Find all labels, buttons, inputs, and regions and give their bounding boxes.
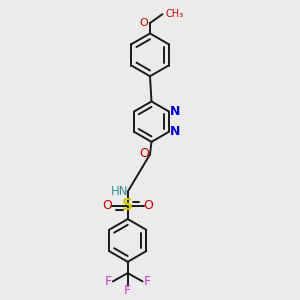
Text: CH₃: CH₃ [166, 9, 184, 19]
Text: O: O [102, 200, 112, 212]
Text: HN: HN [111, 184, 128, 198]
Text: O: O [143, 200, 153, 212]
Text: N: N [170, 105, 181, 118]
Text: N: N [170, 125, 181, 138]
Text: S: S [122, 199, 133, 214]
Text: O: O [140, 18, 148, 28]
Text: F: F [104, 275, 112, 288]
Text: F: F [124, 284, 131, 297]
Text: F: F [144, 275, 151, 288]
Text: O: O [140, 147, 150, 160]
